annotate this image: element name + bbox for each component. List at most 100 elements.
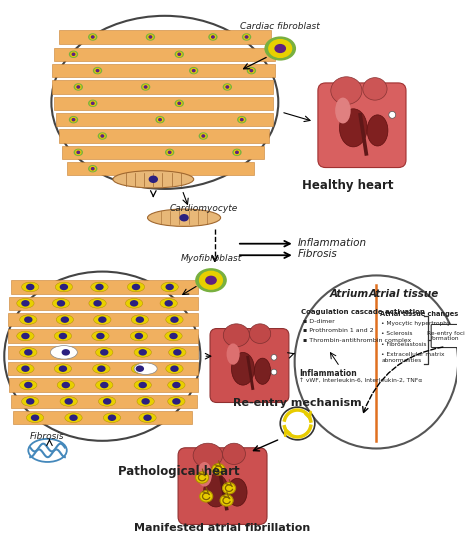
Ellipse shape bbox=[76, 151, 81, 154]
Ellipse shape bbox=[76, 85, 81, 89]
Ellipse shape bbox=[212, 463, 225, 475]
Ellipse shape bbox=[52, 299, 70, 308]
Bar bbox=[52, 64, 275, 78]
Bar bbox=[8, 313, 199, 326]
Ellipse shape bbox=[99, 397, 116, 406]
Ellipse shape bbox=[89, 34, 97, 40]
Ellipse shape bbox=[246, 36, 248, 38]
Ellipse shape bbox=[143, 85, 148, 89]
Text: Atrium: Atrium bbox=[330, 289, 369, 299]
Text: Coagulation cascade activation: Coagulation cascade activation bbox=[301, 309, 425, 315]
Ellipse shape bbox=[4, 272, 201, 441]
Ellipse shape bbox=[222, 482, 236, 494]
Text: • Sclerosis: • Sclerosis bbox=[381, 331, 413, 336]
Ellipse shape bbox=[73, 119, 75, 121]
Ellipse shape bbox=[192, 70, 195, 72]
Text: Cardiomyocyte: Cardiomyocyte bbox=[170, 204, 238, 213]
Ellipse shape bbox=[22, 397, 39, 406]
Ellipse shape bbox=[61, 285, 67, 289]
Bar bbox=[56, 113, 273, 126]
Ellipse shape bbox=[160, 299, 177, 308]
Ellipse shape bbox=[177, 53, 182, 56]
Text: Re-entry mechanism: Re-entry mechanism bbox=[233, 398, 362, 408]
Ellipse shape bbox=[63, 350, 69, 355]
Ellipse shape bbox=[19, 380, 37, 390]
Ellipse shape bbox=[101, 383, 108, 388]
Bar bbox=[9, 378, 198, 392]
Ellipse shape bbox=[231, 352, 255, 385]
Ellipse shape bbox=[139, 383, 146, 388]
Ellipse shape bbox=[89, 166, 97, 172]
Text: Cardiac fibroblast: Cardiac fibroblast bbox=[240, 22, 320, 30]
Ellipse shape bbox=[133, 285, 139, 289]
Ellipse shape bbox=[96, 285, 103, 289]
Ellipse shape bbox=[146, 34, 154, 40]
Bar bbox=[8, 346, 199, 359]
Ellipse shape bbox=[149, 36, 152, 38]
Ellipse shape bbox=[389, 112, 396, 118]
Ellipse shape bbox=[131, 301, 137, 306]
Ellipse shape bbox=[91, 167, 95, 171]
Ellipse shape bbox=[93, 364, 110, 373]
Text: Atrial tissue changes: Atrial tissue changes bbox=[380, 311, 458, 317]
Text: • Myocytic hypertrophy: • Myocytic hypertrophy bbox=[381, 321, 451, 326]
Ellipse shape bbox=[193, 443, 222, 468]
Ellipse shape bbox=[19, 347, 37, 357]
Ellipse shape bbox=[89, 100, 97, 106]
FancyBboxPatch shape bbox=[178, 448, 267, 525]
Ellipse shape bbox=[22, 366, 29, 371]
Ellipse shape bbox=[201, 134, 206, 138]
Ellipse shape bbox=[27, 399, 34, 404]
Ellipse shape bbox=[244, 35, 249, 39]
Bar bbox=[52, 80, 273, 94]
Ellipse shape bbox=[113, 171, 194, 188]
FancyBboxPatch shape bbox=[318, 83, 406, 167]
Ellipse shape bbox=[170, 333, 177, 338]
Ellipse shape bbox=[65, 413, 82, 423]
Ellipse shape bbox=[206, 276, 216, 284]
Text: ↑ vWF, Interleukin-6, Interleukin-2, TNFα: ↑ vWF, Interleukin-6, Interleukin-2, TNF… bbox=[300, 377, 423, 382]
Ellipse shape bbox=[22, 333, 29, 338]
Ellipse shape bbox=[224, 84, 231, 90]
Ellipse shape bbox=[238, 117, 246, 122]
Ellipse shape bbox=[25, 317, 32, 322]
Ellipse shape bbox=[200, 133, 207, 139]
Ellipse shape bbox=[236, 151, 238, 153]
Ellipse shape bbox=[165, 301, 172, 306]
Text: Fibrosis: Fibrosis bbox=[30, 432, 65, 441]
Ellipse shape bbox=[167, 151, 172, 154]
Ellipse shape bbox=[204, 474, 228, 507]
Ellipse shape bbox=[148, 35, 153, 39]
Bar bbox=[9, 296, 199, 310]
Ellipse shape bbox=[128, 282, 145, 292]
Ellipse shape bbox=[134, 347, 151, 357]
Ellipse shape bbox=[25, 383, 32, 388]
Ellipse shape bbox=[175, 51, 183, 57]
Ellipse shape bbox=[265, 37, 295, 60]
Ellipse shape bbox=[91, 101, 95, 105]
Ellipse shape bbox=[74, 84, 82, 90]
Bar bbox=[67, 162, 254, 176]
Text: Inflammation: Inflammation bbox=[298, 238, 367, 248]
Ellipse shape bbox=[200, 491, 213, 502]
Ellipse shape bbox=[50, 346, 77, 359]
Ellipse shape bbox=[58, 301, 64, 306]
Ellipse shape bbox=[243, 34, 250, 40]
Ellipse shape bbox=[269, 40, 292, 57]
Ellipse shape bbox=[103, 413, 120, 423]
Ellipse shape bbox=[255, 358, 271, 384]
Ellipse shape bbox=[247, 68, 255, 74]
Ellipse shape bbox=[32, 415, 38, 420]
Ellipse shape bbox=[225, 85, 230, 89]
Ellipse shape bbox=[134, 380, 151, 390]
Ellipse shape bbox=[54, 364, 72, 373]
Ellipse shape bbox=[166, 285, 173, 289]
Ellipse shape bbox=[17, 364, 34, 373]
Ellipse shape bbox=[74, 150, 82, 155]
Ellipse shape bbox=[250, 70, 253, 72]
Ellipse shape bbox=[63, 383, 69, 388]
Bar bbox=[11, 395, 197, 408]
Ellipse shape bbox=[139, 350, 146, 355]
Ellipse shape bbox=[166, 364, 183, 373]
Ellipse shape bbox=[73, 53, 75, 55]
